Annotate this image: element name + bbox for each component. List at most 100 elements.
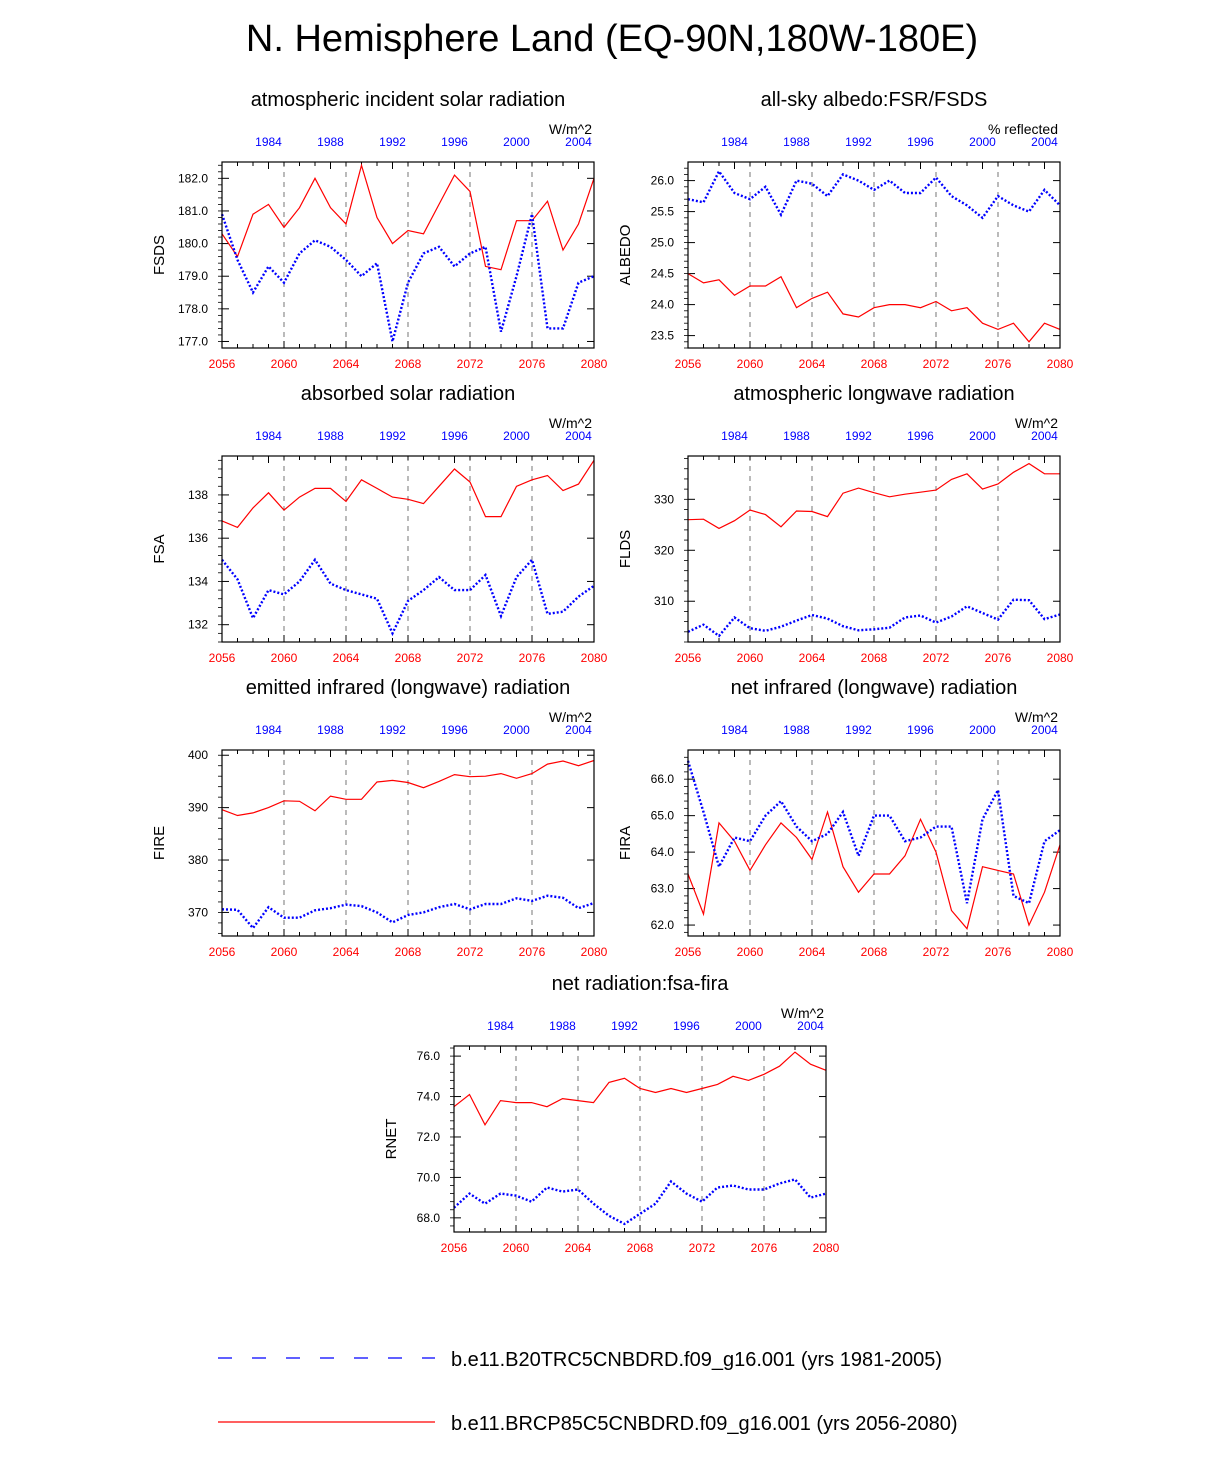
x-tick-label-top: 2004	[1031, 135, 1058, 149]
y-tick-label: 24.5	[651, 267, 675, 281]
y-tick-label: 310	[654, 594, 674, 608]
y-tick-label: 380	[188, 853, 208, 867]
y-axis-label: ALBEDO	[617, 225, 634, 286]
x-tick-label-bottom: 2072	[923, 945, 950, 959]
y-tick-label: 179.0	[178, 269, 208, 283]
x-tick-label-top: 1988	[783, 429, 810, 443]
y-tick-label: 138	[188, 488, 208, 502]
units-label: W/m^2	[549, 121, 592, 137]
y-tick-label: 180.0	[178, 237, 208, 251]
panel-title: absorbed solar radiation	[301, 383, 516, 405]
y-axis-label: FIRE	[151, 826, 168, 860]
series-historical-line	[453, 1178, 827, 1226]
x-tick-label-bottom: 2056	[209, 357, 236, 371]
x-tick-label-bottom: 2068	[395, 945, 422, 959]
x-tick-label-bottom: 2060	[271, 651, 298, 665]
x-tick-label-top: 2000	[503, 135, 530, 149]
y-axis-label: FSDS	[151, 235, 168, 275]
panel-title: atmospheric longwave radiation	[733, 383, 1014, 405]
panel-title: all-sky albedo:FSR/FSDS	[761, 89, 988, 111]
x-tick-label-bottom: 2068	[627, 1241, 654, 1255]
y-tick-label: 370	[188, 905, 208, 919]
series-future-line	[221, 459, 595, 529]
panel-title: atmospheric incident solar radiation	[251, 89, 566, 111]
x-tick-label-top: 1984	[487, 1019, 514, 1033]
y-tick-label: 65.0	[651, 809, 675, 823]
x-tick-label-bottom: 2064	[333, 651, 360, 665]
x-tick-label-bottom: 2072	[457, 357, 484, 371]
y-tick-label: 181.0	[178, 204, 208, 218]
x-tick-label-top: 1988	[783, 135, 810, 149]
panel-title: emitted infrared (longwave) radiation	[246, 677, 571, 699]
y-tick-label: 320	[654, 543, 674, 557]
x-tick-label-top: 1996	[441, 135, 468, 149]
x-tick-label-top: 2000	[969, 135, 996, 149]
x-tick-label-bottom: 2076	[751, 1241, 778, 1255]
x-tick-label-bottom: 2076	[519, 651, 546, 665]
chart-legend: b.e11.B20TRC5CNBDRD.f09_g16.001 (yrs 198…	[218, 1349, 958, 1435]
y-tick-label: 74.0	[417, 1090, 441, 1104]
y-tick-label: 390	[188, 801, 208, 815]
panel-3: absorbed solar radiation W/m^2 FSA 2056 2060…	[151, 383, 608, 665]
plot-frame	[221, 455, 595, 643]
x-tick-label-bottom: 2068	[861, 357, 888, 371]
x-tick-label-top: 1992	[379, 135, 406, 149]
x-tick-label-bottom: 2080	[813, 1241, 840, 1255]
x-tick-label-top: 2004	[1031, 429, 1058, 443]
x-tick-label-top: 1988	[783, 723, 810, 737]
y-tick-label: 63.0	[651, 882, 675, 896]
x-tick-label-bottom: 2056	[675, 651, 702, 665]
x-tick-label-bottom: 2064	[333, 945, 360, 959]
units-label: W/m^2	[1015, 415, 1058, 431]
x-tick-label-bottom: 2076	[519, 357, 546, 371]
y-tick-label: 330	[654, 492, 674, 506]
x-tick-label-bottom: 2064	[799, 651, 826, 665]
x-tick-label-bottom: 2060	[737, 945, 764, 959]
x-tick-label-top: 2000	[969, 429, 996, 443]
x-tick-label-top: 1996	[907, 429, 934, 443]
y-tick-label: 64.0	[651, 845, 675, 859]
x-tick-label-bottom: 2056	[675, 357, 702, 371]
y-tick-label: 68.0	[417, 1211, 441, 1225]
y-tick-label: 76.0	[417, 1049, 441, 1063]
x-tick-label-top: 2004	[565, 429, 592, 443]
y-tick-label: 72.0	[417, 1130, 441, 1144]
plot-frame	[687, 455, 1061, 643]
series-historical-line	[220, 213, 595, 342]
x-tick-label-top: 1992	[379, 723, 406, 737]
x-tick-label-bottom: 2056	[209, 945, 236, 959]
x-tick-label-bottom: 2076	[985, 945, 1012, 959]
x-tick-label-bottom: 2076	[985, 651, 1012, 665]
panel-1: atmospheric incident solar radiation W/m^…	[151, 89, 608, 371]
x-tick-label-top: 2004	[797, 1019, 824, 1033]
panel-title: net radiation:fsa-fira	[552, 973, 730, 995]
y-tick-label: 23.5	[651, 329, 675, 343]
x-tick-label-top: 1984	[721, 429, 748, 443]
y-tick-label: 400	[188, 748, 208, 762]
x-tick-label-bottom: 2060	[737, 651, 764, 665]
x-tick-label-top: 1984	[721, 723, 748, 737]
x-tick-label-bottom: 2060	[737, 357, 764, 371]
series-historical-line	[687, 168, 1061, 220]
x-tick-label-bottom: 2080	[1047, 357, 1074, 371]
x-tick-label-top: 2004	[565, 723, 592, 737]
x-tick-label-bottom: 2064	[799, 357, 826, 371]
y-tick-label: 25.0	[651, 236, 675, 250]
x-tick-label-top: 1992	[845, 135, 872, 149]
x-tick-label-top: 1992	[845, 429, 872, 443]
x-tick-label-bottom: 2056	[675, 945, 702, 959]
x-tick-label-top: 2000	[969, 723, 996, 737]
x-tick-label-bottom: 2076	[519, 945, 546, 959]
panel-title: net infrared (longwave) radiation	[731, 677, 1018, 699]
plot-frame	[687, 749, 1061, 937]
series-future-line	[687, 462, 1060, 530]
x-tick-label-top: 1992	[379, 429, 406, 443]
plot-frame	[453, 1045, 827, 1233]
panel-2: all-sky albedo:FSR/FSDS% reflected ALBEDO…	[617, 89, 1074, 371]
y-tick-label: 62.0	[651, 918, 675, 932]
y-tick-label: 24.0	[651, 298, 675, 312]
x-tick-label-top: 1988	[317, 429, 344, 443]
x-tick-label-top: 1996	[907, 723, 934, 737]
x-tick-label-top: 2000	[735, 1019, 762, 1033]
